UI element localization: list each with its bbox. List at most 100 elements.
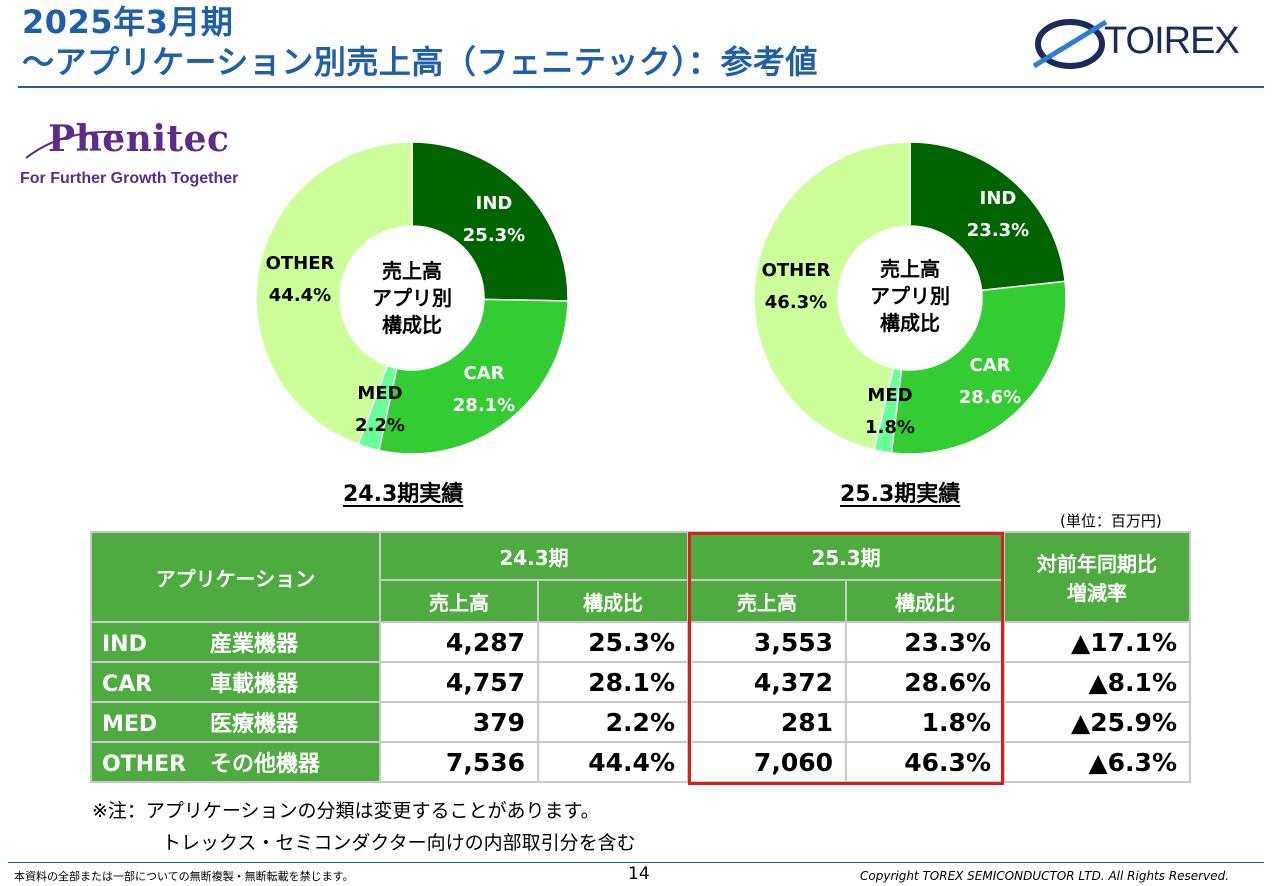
cell-ratio-2024: 44.4% — [537, 741, 689, 783]
note-line-2: トレックス・セミコンダクター向けの内部取引分を含む — [162, 832, 636, 854]
highlight-2025-frame — [688, 532, 1004, 785]
table-row-ind: IND 産業機器 4,287 25.3% 3,553 23.3% ▲17.1% — [90, 621, 1191, 663]
page-title: 2025年3月期 ～アプリケーション別売上高（フェニテック）：参考値 — [22, 2, 818, 82]
torex-logo-stroke — [1032, 19, 1108, 69]
cell-sales-2025: 7,060 — [687, 741, 847, 783]
slice-value: 44.4% — [268, 285, 332, 306]
header-ratio-2025: 構成比 — [845, 579, 1005, 623]
header-period-2024: 24.3期 — [379, 531, 689, 581]
phenitec-logo-swoosh — [25, 130, 123, 159]
donut-hole — [838, 226, 982, 370]
cell-ratio-2025: 1.8% — [845, 701, 1005, 743]
row-application-name: その他機器 — [210, 752, 321, 777]
cell-sales-2025: 4,372 — [687, 661, 847, 703]
slice-name: OTHER — [761, 260, 831, 281]
cell-ratio-2025: 46.3% — [845, 741, 1005, 783]
center-label-line: 売上高 — [382, 259, 442, 283]
cell-sales-2025: 281 — [687, 701, 847, 743]
donut-hole — [340, 226, 484, 370]
header-period-2025: 25.3期 — [687, 531, 1005, 581]
center-label-line: アプリ別 — [870, 284, 950, 308]
table-row-other: OTHER その他機器 7,536 44.4% 7,060 46.3% ▲6.3% — [90, 741, 1191, 783]
slice-label-med: MED 2.2% — [340, 378, 420, 442]
donut-center-label-2025: 売上高アプリ別構成比 — [850, 256, 970, 337]
slice-name: MED — [357, 383, 403, 404]
unit-label: (単位：百万円) — [1060, 512, 1162, 530]
center-label-line: 構成比 — [880, 311, 940, 335]
header-ratio-2024: 構成比 — [537, 579, 689, 623]
slice-label-ind: IND 25.3% — [454, 188, 534, 252]
slice-value: 2.2% — [355, 415, 405, 436]
slice-label-car: CAR 28.6% — [950, 350, 1030, 414]
header-yoy-line-1: 対前年同期比 — [1037, 552, 1157, 576]
row-application-name: 医療機器 — [210, 712, 299, 737]
center-label-line: 売上高 — [880, 257, 940, 281]
cell-ratio-2025: 28.6% — [845, 661, 1005, 703]
header-sales-2025: 売上高 — [687, 579, 847, 623]
row-application-name: 産業機器 — [210, 632, 299, 657]
sales-table: アプリケーション 24.3期 25.3期 対前年同期比 増減率 売上高 構成比 … — [90, 531, 1191, 783]
chart-caption-2025: 25.3期実績 — [840, 482, 961, 507]
phenitec-tagline: For Further Growth Together — [20, 170, 239, 187]
slice-label-med: MED 1.8% — [850, 380, 930, 444]
cell-yoy: ▲6.3% — [1003, 741, 1191, 783]
torex-logo-ring — [1035, 19, 1105, 69]
slice-name: OTHER — [265, 253, 335, 274]
cell-ratio-2024: 2.2% — [537, 701, 689, 743]
slice-name: CAR — [969, 355, 1011, 376]
slice-label-ind: IND 23.3% — [958, 183, 1038, 247]
row-code: MED — [102, 712, 158, 737]
chart-caption-2024: 24.3期実績 — [343, 482, 464, 507]
row-label: IND 産業機器 — [90, 621, 381, 663]
cell-sales-2024: 7,536 — [379, 741, 539, 783]
page-number: 14 — [628, 864, 650, 884]
note-line-1: ※注：アプリケーションの分類は変更することがあります。 — [92, 800, 600, 822]
cell-yoy: ▲17.1% — [1003, 621, 1191, 663]
header-sales-2024: 売上高 — [379, 579, 539, 623]
slice-value: 46.3% — [764, 292, 828, 313]
slice-name: CAR — [463, 363, 505, 384]
slice-value: 1.8% — [865, 417, 915, 438]
cell-yoy: ▲8.1% — [1003, 661, 1191, 703]
cell-ratio-2024: 28.1% — [537, 661, 689, 703]
slice-value: 25.3% — [462, 225, 526, 246]
slice-value: 23.3% — [966, 220, 1030, 241]
row-code: IND — [102, 632, 147, 657]
slice-label-other: OTHER 44.4% — [260, 248, 340, 312]
row-code: OTHER — [102, 752, 187, 777]
footer-disclaimer: 本資料の全部または一部についての無断複製・無断転載を禁じます。 — [14, 870, 354, 883]
title-line-1: 2025年3月期 — [22, 3, 234, 41]
slice-label-other: OTHER 46.3% — [756, 255, 836, 319]
header-application: アプリケーション — [90, 531, 381, 623]
row-label: MED 医療機器 — [90, 701, 381, 743]
row-label: CAR 車載機器 — [90, 661, 381, 703]
center-label-line: 構成比 — [382, 313, 442, 337]
title-line-2: ～アプリケーション別売上高（フェニテック）：参考値 — [22, 43, 818, 81]
slice-value: 28.6% — [958, 387, 1022, 408]
cell-sales-2024: 379 — [379, 701, 539, 743]
footer-copyright: Copyright TOREX SEMICONDUCTOR LTD. All R… — [860, 869, 1230, 883]
slice-name: IND — [475, 193, 513, 214]
torex-logo — [1032, 19, 1108, 69]
phenitec-logo-text: Phenitec — [48, 118, 230, 160]
cell-sales-2024: 4,757 — [379, 661, 539, 703]
slice-value: 28.1% — [452, 395, 516, 416]
row-code: CAR — [102, 672, 153, 697]
torex-logo-text: TOIREX — [1104, 20, 1240, 62]
table-row-med: MED 医療機器 379 2.2% 281 1.8% ▲25.9% — [90, 701, 1191, 743]
header-yoy-line-2: 増減率 — [1067, 581, 1127, 605]
cell-sales-2024: 4,287 — [379, 621, 539, 663]
cell-sales-2025: 3,553 — [687, 621, 847, 663]
slice-label-car: CAR 28.1% — [444, 358, 524, 422]
center-label-line: アプリ別 — [372, 286, 452, 310]
donut-chart-2024 — [255, 141, 1067, 455]
cell-yoy: ▲25.9% — [1003, 701, 1191, 743]
donut-center-label-2024: 売上高アプリ別構成比 — [352, 258, 472, 339]
title-divider — [18, 86, 1264, 88]
slice-name: MED — [867, 385, 913, 406]
table-row-car: CAR 車載機器 4,757 28.1% 4,372 28.6% ▲8.1% — [90, 661, 1191, 703]
row-label: OTHER その他機器 — [90, 741, 381, 783]
footer-divider — [8, 862, 1264, 863]
cell-ratio-2025: 23.3% — [845, 621, 1005, 663]
header-yoy: 対前年同期比 増減率 — [1003, 531, 1191, 623]
